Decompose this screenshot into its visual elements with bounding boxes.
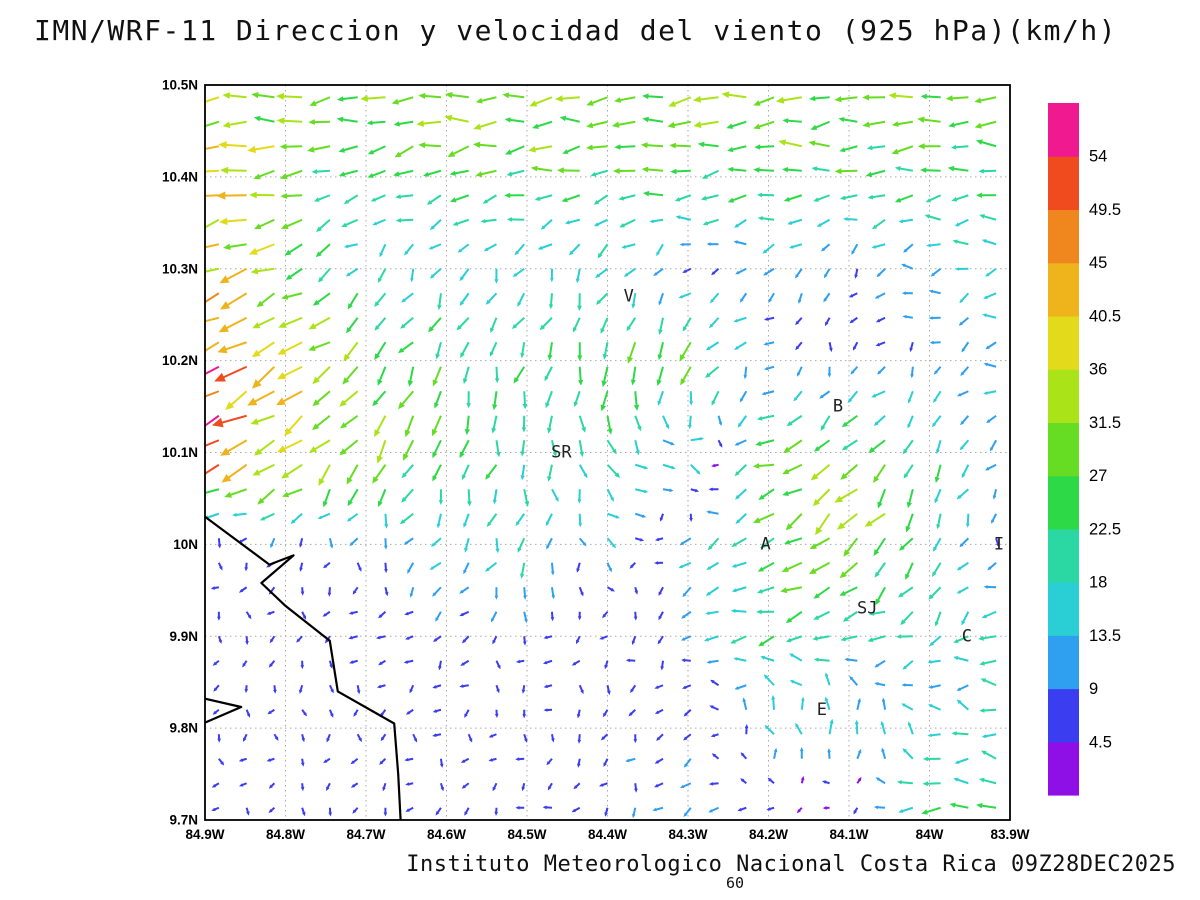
svg-text:22.5: 22.5	[1089, 520, 1121, 538]
svg-text:9: 9	[1089, 680, 1098, 698]
svg-text:83.9W: 83.9W	[990, 827, 1029, 842]
svg-text:9.8N: 9.8N	[169, 721, 198, 736]
svg-text:SR: SR	[551, 443, 572, 463]
svg-text:84.9W: 84.9W	[185, 827, 224, 842]
svg-text:84.7W: 84.7W	[346, 827, 385, 842]
svg-text:10N: 10N	[173, 537, 198, 552]
svg-text:B: B	[833, 397, 843, 417]
svg-text:84.6W: 84.6W	[427, 827, 466, 842]
svg-text:84W: 84W	[916, 827, 944, 842]
svg-text:10.2N: 10.2N	[162, 353, 198, 368]
svg-text:84.1W: 84.1W	[829, 827, 868, 842]
svg-text:9.9N: 9.9N	[169, 629, 198, 644]
svg-text:36: 36	[1089, 361, 1107, 379]
wind-arrows	[205, 91, 1000, 819]
svg-text:9.7N: 9.7N	[169, 813, 198, 828]
svg-text:84.2W: 84.2W	[749, 827, 788, 842]
y-axis-labels: 10.5N 10.4N 10.3N 10.2N 10.1N 10N 9.9N 9.8N 9.7N	[162, 78, 198, 828]
svg-text:4.5: 4.5	[1089, 733, 1112, 751]
chart-footer: Instituto Meteorologico Nacional Costa R…	[406, 852, 1176, 877]
svg-text:84.4W: 84.4W	[588, 827, 627, 842]
svg-text:13.5: 13.5	[1089, 627, 1121, 645]
svg-text:E: E	[817, 700, 827, 720]
chart-title: IMN/WRF-11 Direccion y velocidad del vie…	[34, 14, 1118, 47]
svg-text:45: 45	[1089, 254, 1107, 272]
svg-text:10.4N: 10.4N	[162, 169, 198, 184]
svg-text:10.3N: 10.3N	[162, 261, 198, 276]
plot-border	[204, 84, 1011, 821]
coastline	[204, 515, 402, 821]
svg-text:10.5N: 10.5N	[162, 78, 198, 93]
svg-text:49.5: 49.5	[1089, 201, 1121, 219]
colorbar: 4.5 9 13.5 18 22.5 27 31.5 36 40.5 45 49.5 54	[1048, 103, 1121, 796]
svg-text:40.5: 40.5	[1089, 307, 1121, 325]
svg-text:A: A	[760, 534, 770, 554]
svg-text:10.1N: 10.1N	[162, 445, 198, 460]
svg-text:84.5W: 84.5W	[507, 827, 546, 842]
svg-text:V: V	[624, 286, 634, 306]
svg-text:54: 54	[1089, 148, 1107, 166]
forecast-hour: 60	[726, 874, 745, 892]
svg-text:SJ: SJ	[857, 599, 877, 619]
svg-text:I: I	[994, 534, 1004, 554]
svg-text:18: 18	[1089, 574, 1107, 592]
city-labels: V B SR A SJ C E I	[551, 286, 1004, 719]
svg-text:27: 27	[1089, 467, 1107, 485]
x-axis-labels: 84.9W 84.8W 84.7W 84.6W 84.5W 84.4W 84.3W 84.2W…	[185, 827, 1029, 842]
svg-text:31.5: 31.5	[1089, 414, 1121, 432]
svg-text:84.8W: 84.8W	[266, 827, 305, 842]
svg-text:C: C	[962, 626, 972, 646]
svg-text:84.3W: 84.3W	[668, 827, 707, 842]
